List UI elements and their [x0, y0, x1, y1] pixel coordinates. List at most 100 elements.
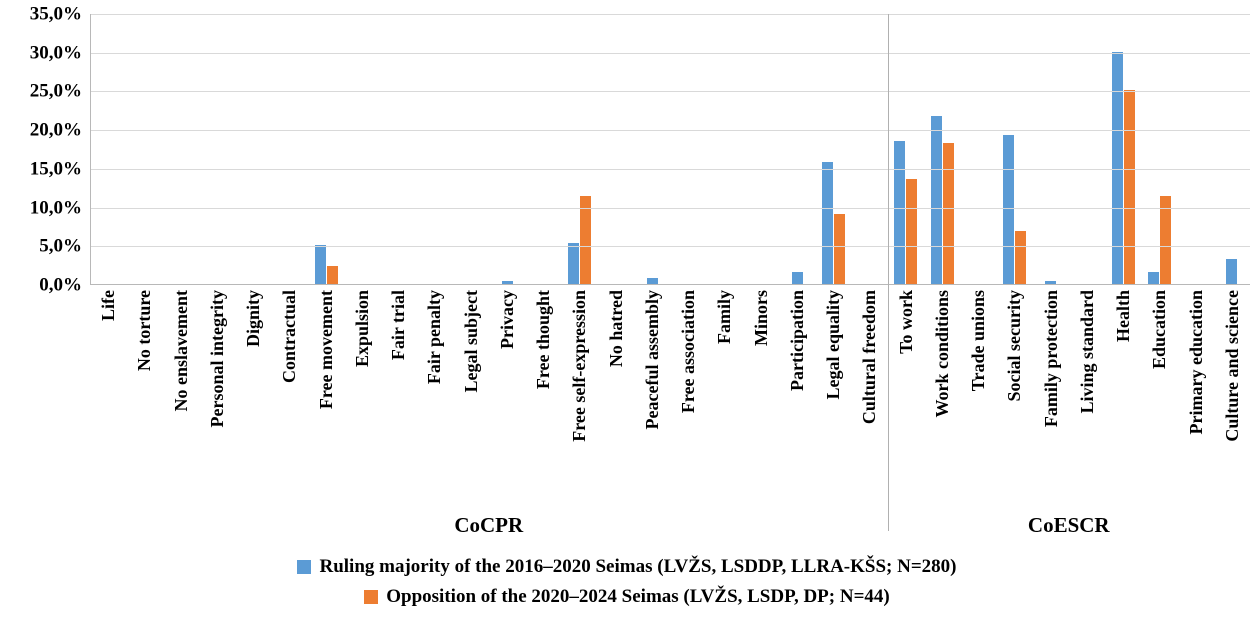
bar[interactable]	[1045, 280, 1057, 284]
bar[interactable]	[314, 245, 326, 284]
bar-group	[888, 14, 924, 284]
bar[interactable]	[930, 115, 942, 284]
legend-label: Ruling majority of the 2016–2020 Seimas …	[319, 556, 957, 577]
category-label-text: Cultural freedom	[859, 290, 880, 425]
bar-group	[417, 14, 453, 284]
gridline	[91, 91, 1250, 93]
category-label: Contractual	[271, 288, 307, 500]
category-label-text: Trade unions	[968, 290, 989, 392]
bar-series-container	[91, 14, 1250, 284]
chart-legend: Ruling majority of the 2016–2020 Seimas …	[0, 556, 1254, 608]
y-axis-tick: 25,0%	[29, 80, 82, 102]
category-label: Work conditions	[924, 288, 960, 500]
y-axis-tick: 15,0%	[29, 158, 82, 180]
bar-group	[852, 14, 888, 284]
category-label: Health	[1105, 288, 1141, 500]
bar-group	[489, 14, 525, 284]
bar[interactable]	[568, 242, 580, 284]
bar[interactable]	[646, 277, 658, 284]
legend-label: Opposition of the 2020–2024 Seimas (LVŽS…	[386, 586, 890, 607]
bar[interactable]	[580, 195, 592, 284]
bar-group	[345, 14, 381, 284]
category-label: Free movement	[308, 288, 344, 500]
bar[interactable]	[1123, 90, 1135, 284]
category-label-text: Legal subject	[460, 290, 481, 393]
y-axis: 0,0% 5,0% 10,0% 15,0% 20,0% 25,0% 30,0% 35,0%	[0, 0, 88, 300]
bar[interactable]	[894, 140, 906, 284]
category-label-text: Peaceful assembly	[641, 290, 662, 430]
category-label-text: Free movement	[315, 290, 336, 410]
gridline	[91, 14, 1250, 15]
bar[interactable]	[1003, 134, 1015, 284]
bar-group	[779, 14, 815, 284]
bar-group	[707, 14, 743, 284]
bar-group	[236, 14, 272, 284]
category-label-text: Culture and science	[1221, 290, 1242, 442]
bar[interactable]	[326, 266, 338, 284]
bar-group	[272, 14, 308, 284]
category-label: No hatred	[598, 288, 634, 500]
y-axis-tick: 35,0%	[29, 3, 82, 25]
bar-group	[1105, 14, 1141, 284]
category-label-text: Health	[1113, 290, 1134, 342]
category-label: Personal integrity	[199, 288, 235, 500]
category-label: Privacy	[489, 288, 525, 500]
category-label: Minors	[743, 288, 779, 500]
bar-group	[200, 14, 236, 284]
category-label-text: Free self-expression	[569, 290, 590, 442]
bar[interactable]	[791, 272, 803, 284]
bar-group	[91, 14, 127, 284]
bar-group	[996, 14, 1032, 284]
bar[interactable]	[502, 280, 514, 284]
bar[interactable]	[821, 162, 833, 284]
gridline	[91, 207, 1250, 209]
bar-group	[1069, 14, 1105, 284]
category-label-text: Primary education	[1185, 290, 1206, 435]
bar[interactable]	[1111, 51, 1123, 284]
legend-item[interactable]: Ruling majority of the 2016–2020 Seimas …	[297, 556, 957, 578]
bar-group	[526, 14, 562, 284]
category-label-text: Living standard	[1076, 290, 1097, 414]
bar-group	[1178, 14, 1214, 284]
category-label: Living standard	[1069, 288, 1105, 500]
category-label: Fair trial	[380, 288, 416, 500]
category-label-text: Free thought	[533, 290, 554, 390]
group-label: CoCPR	[90, 508, 888, 542]
category-label: Cultural freedom	[851, 288, 887, 500]
bar[interactable]	[1159, 195, 1171, 284]
y-axis-tick: 0,0%	[39, 274, 82, 296]
category-label: Family	[706, 288, 742, 500]
group-label: CoESCR	[888, 508, 1251, 542]
gridline	[91, 246, 1250, 248]
bar[interactable]	[906, 178, 918, 284]
bar-group	[960, 14, 996, 284]
legend-item[interactable]: Opposition of the 2020–2024 Seimas (LVŽS…	[364, 586, 890, 608]
category-label: Trade unions	[960, 288, 996, 500]
category-label: Peaceful assembly	[634, 288, 670, 500]
category-label: Dignity	[235, 288, 271, 500]
y-axis-tick: 5,0%	[39, 235, 82, 257]
category-label-text: Social security	[1004, 290, 1025, 402]
bar[interactable]	[833, 213, 845, 284]
category-label-text: Minors	[750, 290, 771, 346]
category-label-text: Family protection	[1040, 290, 1061, 428]
bar[interactable]	[942, 143, 954, 284]
gridline	[91, 130, 1250, 132]
bar[interactable]	[1147, 272, 1159, 284]
category-label-text: Personal integrity	[206, 290, 227, 428]
category-label-text: Education	[1149, 290, 1170, 370]
category-label: No torture	[126, 288, 162, 500]
bar[interactable]	[1226, 259, 1238, 284]
bar-group	[308, 14, 344, 284]
category-label: Social security	[996, 288, 1032, 500]
category-label-text: No enslavement	[170, 290, 191, 412]
bar[interactable]	[1015, 231, 1027, 284]
bar-group	[815, 14, 851, 284]
category-label: Free association	[670, 288, 706, 500]
category-label: Life	[90, 288, 126, 500]
gridline	[91, 168, 1250, 170]
category-label: Participation	[779, 288, 815, 500]
category-label-text: Participation	[786, 290, 807, 391]
category-label: Expulsion	[344, 288, 380, 500]
